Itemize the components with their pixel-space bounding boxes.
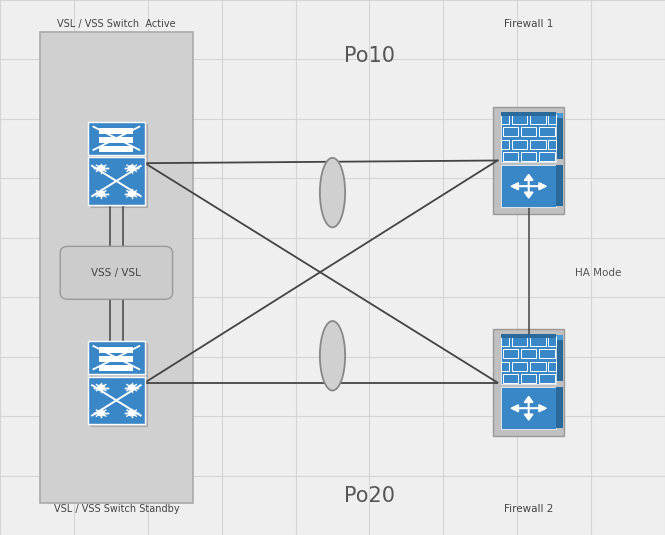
Text: Po10: Po10 — [344, 46, 394, 66]
Bar — [90, 343, 148, 426]
FancyArrow shape — [525, 174, 533, 186]
Bar — [530, 338, 545, 346]
Bar — [501, 140, 509, 149]
Bar — [100, 356, 134, 362]
Bar — [88, 377, 145, 424]
FancyArrow shape — [529, 183, 546, 190]
Bar — [556, 114, 563, 159]
Bar — [503, 127, 518, 136]
Bar — [503, 152, 518, 161]
Bar — [501, 165, 556, 208]
Bar — [501, 114, 556, 163]
Circle shape — [128, 410, 135, 416]
Bar — [539, 152, 555, 161]
Text: VSL / VSS Switch Standby: VSL / VSS Switch Standby — [54, 505, 179, 514]
Bar — [556, 336, 563, 381]
Bar — [512, 338, 527, 346]
FancyArrow shape — [525, 396, 533, 408]
FancyArrow shape — [525, 408, 533, 420]
Circle shape — [98, 165, 104, 171]
Text: HA Mode: HA Mode — [575, 268, 622, 278]
Bar — [539, 127, 555, 136]
Text: Po20: Po20 — [344, 486, 394, 507]
Bar — [539, 374, 555, 383]
Bar — [88, 122, 145, 155]
FancyArrow shape — [511, 405, 529, 412]
Bar — [503, 374, 518, 383]
Circle shape — [98, 385, 104, 390]
Bar — [539, 349, 555, 358]
FancyBboxPatch shape — [40, 32, 193, 503]
Bar — [512, 140, 527, 149]
Bar — [503, 335, 563, 340]
FancyBboxPatch shape — [493, 108, 564, 214]
Bar — [503, 113, 563, 118]
Circle shape — [98, 191, 104, 196]
Bar — [512, 362, 527, 371]
Bar — [521, 349, 537, 358]
Text: VSS / VSL: VSS / VSL — [91, 268, 142, 278]
Bar — [90, 124, 148, 207]
Bar — [501, 116, 509, 124]
Text: Firewall 1: Firewall 1 — [504, 19, 553, 29]
Circle shape — [128, 165, 135, 171]
Bar — [88, 157, 145, 205]
Circle shape — [98, 410, 104, 416]
FancyBboxPatch shape — [493, 330, 564, 435]
Bar — [521, 152, 537, 161]
Bar — [556, 387, 563, 428]
Ellipse shape — [320, 321, 345, 391]
Bar — [501, 362, 509, 371]
Bar — [521, 374, 537, 383]
Circle shape — [128, 385, 135, 390]
Bar — [100, 347, 134, 353]
Bar — [501, 338, 509, 346]
Bar — [503, 349, 518, 358]
Bar — [100, 146, 134, 152]
Bar — [88, 341, 145, 374]
Bar — [501, 334, 556, 338]
FancyArrow shape — [511, 183, 529, 190]
Bar — [100, 128, 134, 134]
Bar — [548, 116, 556, 124]
Bar — [501, 387, 556, 429]
Circle shape — [128, 191, 135, 196]
Bar — [548, 338, 556, 346]
Bar — [530, 362, 545, 371]
Ellipse shape — [320, 158, 345, 227]
Bar — [521, 127, 537, 136]
Bar — [512, 116, 527, 124]
FancyArrow shape — [525, 186, 533, 198]
Bar — [501, 336, 556, 385]
Text: Firewall 2: Firewall 2 — [504, 505, 553, 514]
Bar — [501, 112, 556, 116]
Bar — [100, 365, 134, 371]
Bar — [530, 140, 545, 149]
FancyBboxPatch shape — [60, 247, 172, 300]
Bar — [556, 165, 563, 206]
Bar — [100, 137, 134, 143]
Bar — [530, 116, 545, 124]
FancyArrow shape — [529, 405, 546, 412]
Bar — [548, 362, 556, 371]
Text: VSL / VSS Switch  Active: VSL / VSS Switch Active — [57, 19, 176, 29]
Bar — [548, 140, 556, 149]
